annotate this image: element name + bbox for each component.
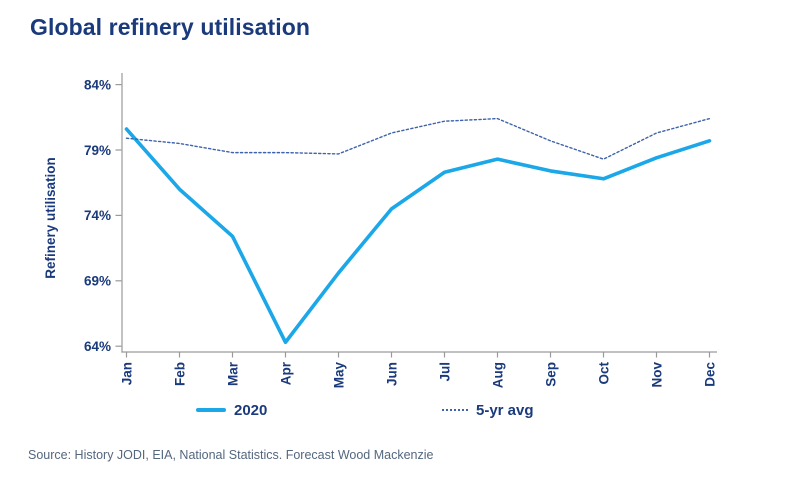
y-tick-label: 84%: [84, 77, 111, 92]
x-tick-label: Apr: [278, 361, 293, 385]
source-attribution: Source: History JODI, EIA, National Stat…: [28, 448, 434, 462]
legend-item-5yr-avg: 5-yr avg: [442, 399, 534, 421]
dotted-line-swatch-icon: [442, 409, 468, 411]
x-tick-label: Sep: [543, 362, 558, 387]
x-tick-label: Oct: [596, 362, 611, 385]
solid-line-swatch-icon: [196, 408, 226, 412]
page-title: Global refinery utilisation: [30, 14, 311, 40]
x-tick-label: Dec: [702, 362, 717, 387]
x-tick-label: Jul: [437, 362, 452, 382]
legend-item-2020: 2020: [196, 399, 267, 421]
y-tick-label: 79%: [84, 143, 111, 158]
series-5-yr-avg-line: [125, 117, 711, 160]
series-2020-line: [124, 127, 712, 345]
x-tick-label: May: [331, 362, 346, 389]
x-tick-label: Jan: [119, 362, 134, 385]
legend-label-2020: 2020: [234, 401, 268, 419]
x-tick-label: Jun: [384, 362, 399, 386]
y-axis-title: Refinery utilisation: [43, 157, 58, 279]
x-tick-label: Aug: [490, 362, 505, 388]
y-tick-label: 74%: [84, 208, 111, 223]
x-tick-label: Mar: [225, 361, 240, 386]
x-tick-label: Nov: [649, 362, 664, 388]
y-tick-label: 69%: [84, 274, 111, 289]
y-tick-label: 64%: [84, 339, 111, 354]
legend-label-5yr-avg: 5-yr avg: [476, 401, 534, 419]
x-tick-label: Feb: [172, 362, 187, 386]
chart-legend: 2020 5-yr avg: [0, 399, 800, 425]
